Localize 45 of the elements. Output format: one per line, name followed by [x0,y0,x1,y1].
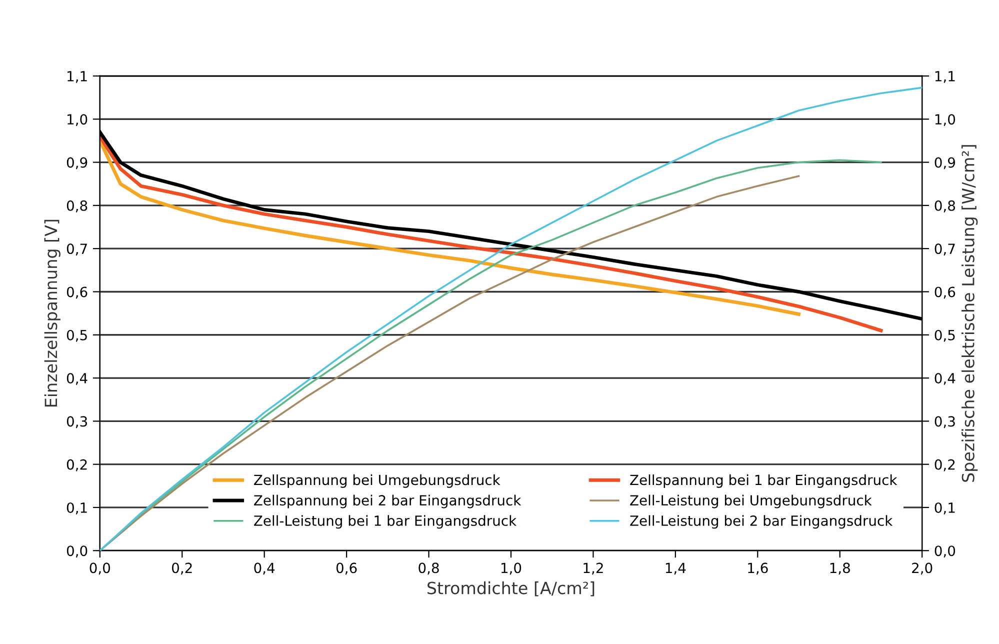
legend-label: Zellspannung bei Umgebungsdruck [254,474,500,488]
legend-label: Zellspannung bei 1 bar Eingangsdruck [630,474,898,488]
x-tick-label: 1,0 [501,562,522,575]
x-tick-label: 1,2 [584,562,603,575]
y-tick-label: 0,2 [66,459,87,472]
y2-axis-title: Spezifische elektrische Leistung [W/cm²] [962,145,978,482]
x-tick-label: 0,8 [418,562,439,575]
x-tick-label: 0,4 [254,562,275,575]
y2-tick-label: 0,2 [934,459,955,472]
y-tick-label: 1,0 [68,114,88,126]
y-tick-label: 0,5 [66,330,87,342]
y-tick-label: 0,9 [66,157,88,170]
y-tick-label: 0,7 [66,244,87,256]
y-tick-label: 1,1 [68,71,87,83]
y2-tick-label: 0,4 [934,372,956,385]
y-tick-label: 0,6 [66,286,88,299]
y2-tick-label: 1,0 [935,114,956,126]
line-series [100,138,800,316]
legend-label: Zell-Leistung bei Umgebungsdruck [630,494,872,508]
x-tick-label: 1,6 [748,562,768,575]
y2-tick-label: 0,1 [934,502,955,514]
y-tick-label: 0,1 [66,502,87,514]
y2-tick-label: 0,0 [934,546,956,558]
y2-tick-label: 0,5 [934,330,955,342]
legend-label: Zell-Leistung bei 1 bar Eingangsdruck [254,515,517,529]
x-tick-label: 1,4 [666,562,686,575]
y2-tick-label: 0,8 [934,200,956,212]
y-tick-label: 0,4 [66,372,88,385]
y2-tick-label: 1,1 [935,71,955,83]
y2-tick-label: 0,9 [934,157,955,170]
x-tick-label: 0,6 [336,562,357,575]
x-tick-label: 0,0 [90,562,110,575]
y-axis-title: Einzelzellspannung [V] [44,220,60,406]
y-tick-label: 0,8 [66,200,88,212]
y-tick-label: 0,0 [66,546,88,558]
legend-label: Zellspannung bei 2 bar Eingangsdruck [254,494,522,508]
y2-tick-label: 0,3 [934,416,955,428]
y2-tick-label: 0,7 [934,244,955,256]
x-tick-label: 2,0 [912,562,932,575]
y2-tick-label: 0,6 [934,286,956,299]
x-axis-title: Stromdichte [A/cm²] [428,581,594,596]
x-tick-label: 1,8 [830,562,850,575]
y-tick-label: 0,3 [66,416,87,428]
legend-label: Zell-Leistung bei 2 bar Eingangsdruck [630,515,893,529]
x-tick-label: 0,2 [172,562,192,575]
